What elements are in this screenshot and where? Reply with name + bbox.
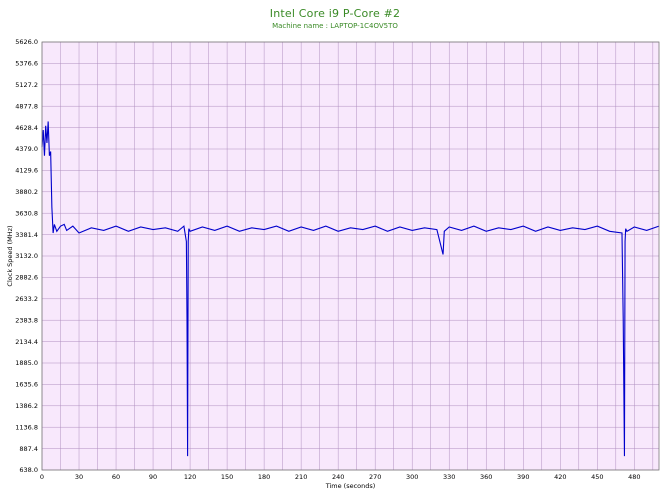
x-tick-label: 270 [369, 473, 381, 481]
clock-speed-line [41, 121, 660, 457]
grid-lines [41, 41, 659, 471]
chart-title: Intel Core i9 P-Core #2 [269, 7, 401, 20]
y-tick-label: 887.4 [19, 445, 38, 453]
y-tick-label: 3880.2 [15, 188, 38, 196]
x-tick-label: 300 [406, 473, 418, 481]
y-tick-label: 3630.8 [15, 209, 38, 217]
y-axis-label: Clock Speed (MHz) [6, 225, 14, 286]
y-axis-ticks: 5626.0 5376.6 5127.2 4877.8 4628.4 4379.0 4129… [15, 38, 38, 474]
x-axis-label: Time (seconds) [325, 482, 376, 490]
chart-subtitle: Machine name : LAPTOP-1C4OV5TO [272, 22, 398, 30]
x-tick-label: 120 [184, 473, 196, 481]
y-tick-label: 1386.2 [15, 402, 38, 410]
y-tick-label: 1136.8 [15, 423, 38, 431]
y-tick-label: 1635.6 [15, 381, 38, 389]
y-tick-label: 3381.4 [15, 231, 38, 239]
x-tick-label: 390 [517, 473, 529, 481]
x-tick-label: 360 [480, 473, 492, 481]
y-tick-label: 5127.2 [15, 81, 38, 89]
y-tick-label: 4877.8 [15, 102, 38, 110]
x-tick-label: 30 [75, 473, 83, 481]
x-tick-label: 420 [554, 473, 566, 481]
plot-frame [41, 41, 660, 471]
y-tick-label: 1885.0 [15, 359, 38, 367]
x-tick-label: 150 [221, 473, 233, 481]
y-tick-label: 2383.8 [15, 316, 38, 324]
x-tick-label: 480 [628, 473, 640, 481]
x-tick-label: 330 [443, 473, 455, 481]
x-tick-label: 60 [112, 473, 120, 481]
y-tick-label: 5626.0 [15, 38, 38, 46]
x-tick-label: 210 [295, 473, 307, 481]
x-tick-label: 0 [40, 473, 44, 481]
y-tick-label: 5376.6 [15, 60, 38, 68]
x-tick-label: 450 [591, 473, 603, 481]
x-axis-ticks: 0 30 60 90 120 150 180 210 240 270 300 330 360 390 420… [40, 473, 641, 481]
y-tick-label: 2882.6 [15, 274, 38, 282]
y-tick-label: 2633.2 [15, 295, 38, 303]
y-tick-label: 638.0 [19, 466, 38, 474]
x-tick-label: 180 [258, 473, 270, 481]
x-tick-label: 240 [332, 473, 344, 481]
x-tick-label: 90 [149, 473, 157, 481]
y-tick-label: 3132.0 [15, 252, 38, 260]
y-tick-label: 2134.4 [15, 338, 38, 346]
y-tick-label: 4129.6 [15, 167, 38, 175]
y-tick-label: 4379.0 [15, 145, 38, 153]
y-tick-label: 4628.4 [15, 124, 38, 132]
